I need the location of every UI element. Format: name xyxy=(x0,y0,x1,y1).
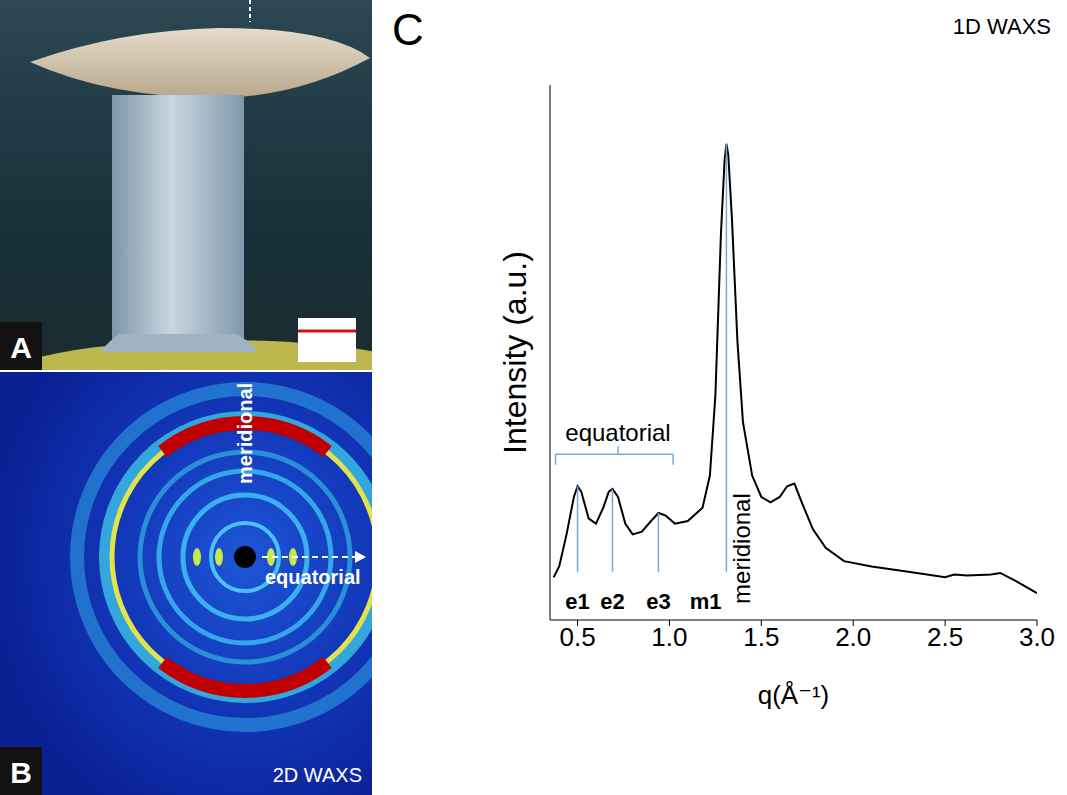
svg-text:A: A xyxy=(10,331,32,364)
svg-text:e1: e1 xyxy=(565,589,589,614)
svg-text:q(Å⁻¹): q(Å⁻¹) xyxy=(758,680,830,710)
html-text:C: C xyxy=(392,5,424,54)
svg-text:m1: m1 xyxy=(690,589,722,614)
svg-text:equatorial: equatorial xyxy=(265,566,361,588)
svg-text:1.5: 1.5 xyxy=(743,622,779,652)
svg-text:equatorial: equatorial xyxy=(565,419,670,446)
svg-text:meridional: meridional xyxy=(728,493,755,604)
svg-text:0.5: 0.5 xyxy=(559,622,595,652)
svg-text:B: B xyxy=(10,756,32,789)
html-text:1D WAXS: 1D WAXS xyxy=(952,14,1051,39)
svg-text:2.0: 2.0 xyxy=(835,622,871,652)
svg-text:Intensity (a.u.): Intensity (a.u.) xyxy=(497,251,533,454)
svg-text:1.0: 1.0 xyxy=(651,622,687,652)
svg-text:3.0: 3.0 xyxy=(1019,622,1055,652)
svg-text:e2: e2 xyxy=(600,589,624,614)
svg-text:2D WAXS: 2D WAXS xyxy=(273,764,362,786)
svg-text:2.5: 2.5 xyxy=(927,622,963,652)
svg-text:meridional: meridional xyxy=(234,383,256,484)
svg-text:e3: e3 xyxy=(646,589,670,614)
